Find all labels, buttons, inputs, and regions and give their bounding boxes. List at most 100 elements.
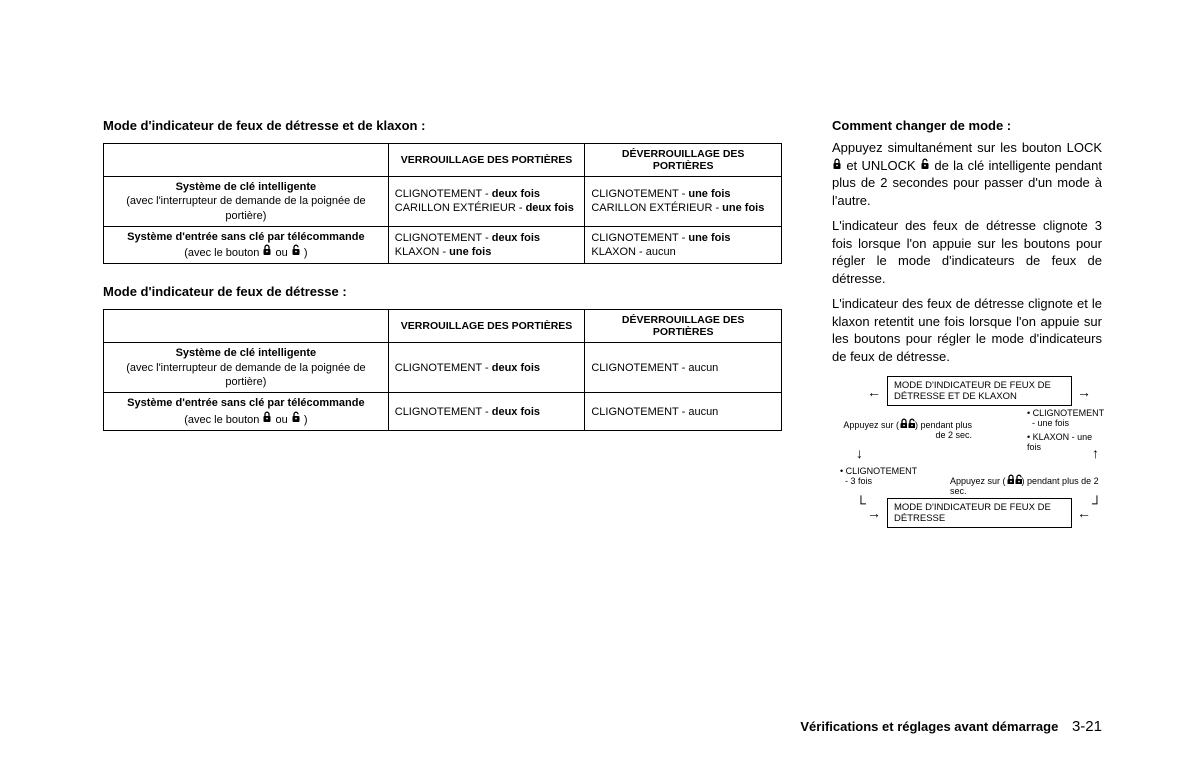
txt: ou: [272, 247, 290, 259]
cell-bold: une fois: [688, 188, 730, 200]
cell-bold: une fois: [449, 246, 491, 258]
txt: Appuyez simultanément sur les bouton LOC…: [832, 140, 1102, 155]
cell-text: CLIGNOTEMENT -: [395, 232, 492, 244]
cell: CLIGNOTEMENT - deux fois: [388, 343, 585, 393]
lock-closed-icon: [1006, 474, 1014, 484]
lock-open-icon: [907, 418, 915, 428]
row-label: Système de clé intelligente (avec l'inte…: [104, 343, 389, 393]
cell-text: KLAXON -: [395, 246, 449, 258]
cell-text: CLIGNOTEMENT -: [591, 232, 688, 244]
cell-bold: deux fois: [492, 406, 540, 418]
lock-closed-icon: [262, 244, 272, 256]
lock-open-icon: [1014, 474, 1022, 484]
cell: CLIGNOTEMENT - aucun: [585, 393, 782, 431]
arrow-left-icon: ←: [867, 385, 881, 399]
arrow-left-icon: ←: [1077, 506, 1091, 520]
footer-page-number: 3-21: [1072, 718, 1102, 735]
table1-title: Mode d'indicateur de feux de détresse et…: [103, 118, 782, 133]
cell-text: CLIGNOTEMENT -: [395, 406, 492, 418]
arrow-down-icon: ↓: [856, 446, 863, 460]
left-column: Mode d'indicateur de feux de détresse et…: [103, 118, 782, 556]
cell-text: CLIGNOTEMENT -: [591, 188, 688, 200]
txt: ) pendant plus de 2 sec.: [915, 420, 972, 441]
cell-text: CLIGNOTEMENT -: [395, 362, 492, 374]
table-row: Système d'entrée sans clé par télécomman…: [104, 393, 782, 431]
cell-text: CARILLON EXTÉRIEUR -: [395, 202, 526, 214]
arrow-right-icon: →: [1077, 385, 1091, 399]
lock-open-icon: [291, 244, 301, 256]
cell: CLIGNOTEMENT - une fois CARILLON EXTÉRIE…: [585, 177, 782, 227]
arrow-up-icon: ↑: [1092, 446, 1099, 460]
cell-bold: deux fois: [492, 188, 540, 200]
table-row: Système d'entrée sans clé par télécomman…: [104, 226, 782, 264]
cell-bold: deux fois: [492, 232, 540, 244]
arrow-corner-icon: ┘: [1092, 496, 1102, 510]
txt: et UNLOCK: [842, 158, 920, 173]
row-label: Système de clé intelligente (avec l'inte…: [104, 177, 389, 227]
cell-text: KLAXON - aucun: [591, 246, 675, 258]
table-header-row: VERROUILLAGE DES PORTIÈRES DÉVERROUILLAG…: [104, 144, 782, 177]
txt: ): [301, 247, 308, 259]
header-lock: VERROUILLAGE DES PORTIÈRES: [388, 144, 585, 177]
mode-diagram: MODE D'INDICATEUR DE FEUX DE DÉTRESSE ET…: [832, 376, 1102, 556]
row-label: Système d'entrée sans clé par télécomman…: [104, 393, 389, 431]
header-unlock: DÉVERROUILLAGE DES PORTIÈRES: [585, 144, 782, 177]
txt: (avec le bouton: [184, 247, 262, 259]
diagram-clig-3: • CLIGNOTEMENT - 3 fois: [840, 466, 917, 488]
right-title: Comment changer de mode :: [832, 118, 1102, 133]
right-column: Comment changer de mode : Appuyez simult…: [832, 118, 1102, 556]
table-header-row: VERROUILLAGE DES PORTIÈRES DÉVERROUILLAG…: [104, 310, 782, 343]
cell-bold: une fois: [722, 202, 764, 214]
lock-closed-icon: [832, 158, 842, 170]
row-label-plain: (avec l'interrupteur de demande de la po…: [126, 195, 365, 221]
paragraph-3: L'indicateur des feux de détresse cligno…: [832, 295, 1102, 365]
table-row: Système de clé intelligente (avec l'inte…: [104, 177, 782, 227]
arrow-right-icon: →: [867, 506, 881, 520]
row-label-bold: Système de clé intelligente: [176, 347, 317, 359]
txt: (avec le bouton: [184, 414, 262, 426]
table-hazard-horn: VERROUILLAGE DES PORTIÈRES DÉVERROUILLAG…: [103, 143, 782, 264]
diagram-box-top: MODE D'INDICATEUR DE FEUX DE DÉTRESSE ET…: [887, 376, 1072, 407]
header-lock: VERROUILLAGE DES PORTIÈRES: [388, 310, 585, 343]
txt: Appuyez sur (: [950, 476, 1006, 486]
txt: ou: [272, 414, 290, 426]
cell: CLIGNOTEMENT - deux fois KLAXON - une fo…: [388, 226, 585, 264]
row-label-bold: Système de clé intelligente: [176, 181, 317, 193]
diagram-klaxon-une: • KLAXON - une fois: [1027, 432, 1102, 454]
diagram-clig-une: • CLIGNOTEMENT - une fois: [1027, 408, 1104, 430]
diagram-press-right: Appuyez sur () pendant plus de 2 sec.: [950, 474, 1100, 498]
txt: Appuyez sur (: [843, 420, 899, 430]
row-label-plain: (avec l'interrupteur de demande de la po…: [126, 362, 365, 388]
cell-bold: une fois: [688, 232, 730, 244]
row-label-bold: Système d'entrée sans clé par télécomman…: [127, 397, 364, 409]
page-footer: Vérifications et réglages avant démarrag…: [800, 718, 1102, 735]
cell: CLIGNOTEMENT - deux fois CARILLON EXTÉRI…: [388, 177, 585, 227]
diagram-box-bottom: MODE D'INDICATEUR DE FEUX DE DÉTRESSE: [887, 498, 1072, 529]
paragraph-1: Appuyez simultanément sur les bouton LOC…: [832, 139, 1102, 209]
header-unlock: DÉVERROUILLAGE DES PORTIÈRES: [585, 310, 782, 343]
cell-text: CARILLON EXTÉRIEUR -: [591, 202, 722, 214]
arrow-corner-icon: └: [856, 496, 866, 510]
paragraph-2: L'indicateur des feux de détresse cligno…: [832, 217, 1102, 287]
footer-section: Vérifications et réglages avant démarrag…: [800, 719, 1058, 734]
page-content: Mode d'indicateur de feux de détresse et…: [103, 118, 1102, 556]
cell: CLIGNOTEMENT - aucun: [585, 343, 782, 393]
row-label-plain: (avec le bouton ou ): [184, 414, 307, 426]
lock-closed-icon: [262, 411, 272, 423]
txt: ): [301, 414, 308, 426]
header-blank: [104, 144, 389, 177]
table2-title: Mode d'indicateur de feux de détresse :: [103, 284, 782, 299]
lock-closed-icon: [899, 418, 907, 428]
row-label: Système d'entrée sans clé par télécomman…: [104, 226, 389, 264]
row-label-plain: (avec le bouton ou ): [184, 247, 307, 259]
cell-text: CLIGNOTEMENT -: [395, 188, 492, 200]
table-hazard-only: VERROUILLAGE DES PORTIÈRES DÉVERROUILLAG…: [103, 309, 782, 430]
header-blank: [104, 310, 389, 343]
table-row: Système de clé intelligente (avec l'inte…: [104, 343, 782, 393]
cell: CLIGNOTEMENT - deux fois: [388, 393, 585, 431]
diagram-press-left: Appuyez sur ( ) pendant plus de 2 sec.: [832, 418, 972, 442]
lock-open-icon: [291, 411, 301, 423]
row-label-bold: Système d'entrée sans clé par télécomman…: [127, 231, 364, 243]
cell-bold: deux fois: [526, 202, 574, 214]
lock-open-icon: [920, 158, 930, 170]
